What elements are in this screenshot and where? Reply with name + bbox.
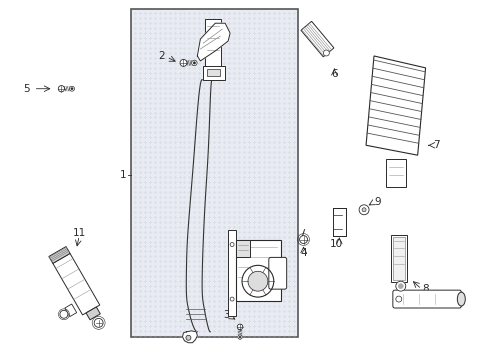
Text: 7: 7 bbox=[434, 140, 440, 150]
Bar bbox=[333, 208, 346, 235]
Bar bbox=[207, 69, 220, 76]
Bar bbox=[393, 237, 405, 280]
Circle shape bbox=[60, 310, 68, 318]
Polygon shape bbox=[53, 253, 100, 315]
Circle shape bbox=[186, 335, 191, 340]
Circle shape bbox=[396, 296, 402, 302]
Circle shape bbox=[94, 318, 103, 327]
Text: 5: 5 bbox=[23, 84, 30, 94]
Circle shape bbox=[359, 205, 369, 215]
Circle shape bbox=[362, 208, 366, 212]
Circle shape bbox=[299, 235, 308, 243]
Bar bbox=[236, 239, 250, 257]
Text: 10: 10 bbox=[330, 239, 343, 249]
Circle shape bbox=[398, 284, 403, 289]
Circle shape bbox=[71, 87, 73, 90]
Circle shape bbox=[239, 336, 241, 338]
Bar bbox=[333, 215, 342, 229]
Text: 6: 6 bbox=[331, 69, 338, 79]
FancyBboxPatch shape bbox=[393, 290, 461, 308]
Circle shape bbox=[323, 50, 329, 56]
Polygon shape bbox=[301, 21, 334, 57]
Polygon shape bbox=[65, 304, 76, 316]
Circle shape bbox=[180, 59, 187, 66]
Circle shape bbox=[248, 271, 268, 291]
Polygon shape bbox=[197, 23, 230, 61]
Bar bbox=[203, 66, 225, 80]
Polygon shape bbox=[366, 56, 426, 155]
Text: 1: 1 bbox=[120, 170, 127, 180]
Bar bbox=[228, 230, 236, 316]
Bar bbox=[386, 159, 406, 187]
Circle shape bbox=[242, 265, 274, 297]
Circle shape bbox=[193, 62, 196, 64]
Text: 8: 8 bbox=[422, 284, 429, 294]
Text: 9: 9 bbox=[374, 197, 381, 207]
Bar bbox=[131, 9, 297, 337]
Polygon shape bbox=[182, 331, 197, 343]
Text: 11: 11 bbox=[73, 228, 86, 238]
Circle shape bbox=[192, 60, 197, 66]
Text: 2: 2 bbox=[158, 51, 165, 61]
Bar bbox=[205, 19, 221, 74]
Circle shape bbox=[237, 324, 243, 330]
Polygon shape bbox=[86, 307, 100, 320]
Text: 3: 3 bbox=[223, 310, 230, 320]
Circle shape bbox=[238, 335, 242, 339]
Bar bbox=[391, 235, 407, 282]
Polygon shape bbox=[49, 247, 70, 264]
Text: 4: 4 bbox=[300, 248, 307, 258]
FancyBboxPatch shape bbox=[269, 257, 287, 289]
Bar bbox=[236, 239, 281, 301]
Circle shape bbox=[396, 281, 406, 291]
Ellipse shape bbox=[457, 292, 465, 306]
Circle shape bbox=[58, 86, 65, 92]
Circle shape bbox=[70, 86, 74, 91]
